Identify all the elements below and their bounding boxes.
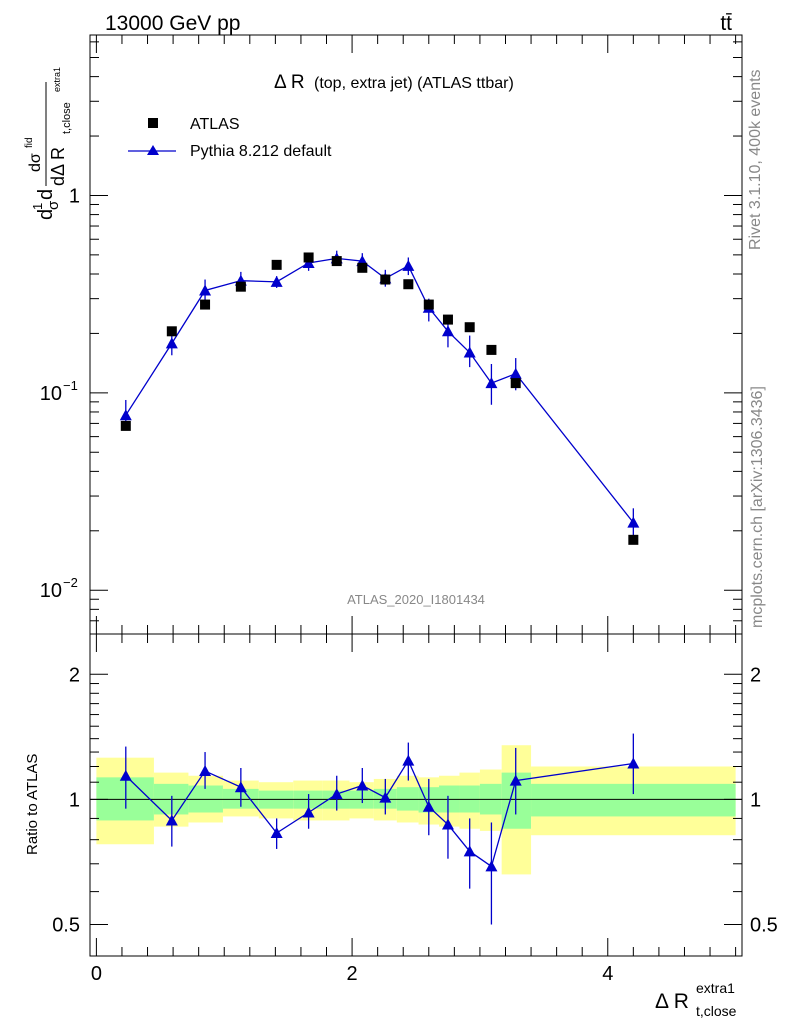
ratio-point [356,779,369,791]
pythia-line [125,257,634,524]
ylabel-d2: d [35,189,57,200]
x-tick-label-0: 0 [91,963,102,985]
atlas-point [303,252,314,263]
ratio-point [119,769,132,781]
atlas-point [120,420,131,431]
ratio-ytick-label-right-0: 0.5 [750,915,778,937]
ylabel-dsigma: dσ [27,153,44,172]
ratio-point [402,754,415,766]
atlas-point [628,534,639,545]
pythia-point [441,325,454,337]
legend: ATLAS Pythia 8.212 default [128,116,332,160]
atlas-point [271,259,282,270]
ratio-point [330,788,343,800]
ratio-point [509,774,522,786]
main-ytick-exp-1: −1 [63,378,78,393]
main-ytick-label-2: 10 [40,580,62,602]
atlas-point [403,279,414,290]
legend-atlas-marker [148,118,158,128]
atlas-point [423,299,434,310]
atlas-point [380,274,391,285]
main-ytick-label-1: 10 [40,383,62,405]
ratio-point [165,814,178,826]
main-axes: 110−110−2 [40,34,743,635]
energy-label: 13000 GeV pp [105,12,240,35]
pythia-point [463,346,476,358]
main-title: Δ R (top, extra jet) (ATLAS ttbar) [274,72,514,93]
process-label: tt̄ [720,12,732,35]
ylabel-tclose: t,close [61,102,73,134]
ratio-ytick-label-left-2: 2 [69,664,80,686]
ratio-pythia-line [125,759,634,868]
ratio-ytick-label-right-2: 2 [750,664,761,686]
legend-atlas-label: ATLAS [190,116,240,133]
atlas-point [166,326,177,337]
atlas-point [442,314,453,325]
analysis-id-label: ATLAS_2020_I1801434 [347,592,485,607]
ratio-uncertainty-bands [96,745,736,875]
pythia-point [270,275,283,287]
atlas-point [331,256,342,267]
pythia-point [509,367,522,379]
main-series [119,250,640,545]
ylabel-fid: fid [24,137,35,148]
ratio-ytick-label-left-1: 1 [69,789,80,811]
main-title-dr: Δ R [274,72,305,93]
xlabel-tclose: t,close [696,1003,737,1019]
atlas-point [357,262,368,273]
ratio-series [119,733,640,925]
atlas-point [486,344,497,355]
ratio-point [302,806,315,818]
atlas-point [510,378,521,389]
pythia-point [627,516,640,528]
ratio-ytick-label-left-0: 0.5 [52,915,80,937]
pythia-point [119,409,132,421]
atlas-point [235,281,246,292]
xlabel-extra1: extra1 [696,980,735,996]
rivet-label: Rivet 3.1.10, 400k events [747,69,764,250]
x-tick-label-2: 4 [602,963,613,985]
pythia-point [165,337,178,349]
ratio-point [199,765,212,777]
main-ylabel: 1 d σ d dσ fid dΔ R t,close extra1 [24,67,73,220]
main-ytick-label-0: 1 [69,185,80,207]
ratio-point [422,800,435,812]
pythia-point [485,377,498,389]
ratio-axes: 0.5 0.5 1 1 2 2 0 2 4 [52,633,778,985]
ratio-point [627,757,640,769]
ratio-frame [89,633,743,957]
x-axis-label: Δ R extra1 t,close [655,980,737,1019]
xlabel-dr: Δ R [655,990,689,1013]
ylabel-d1: d [35,209,57,220]
atlas-point [200,299,211,310]
ratio-point [379,791,392,803]
mcplots-label: mcplots.cern.ch [arXiv:1306.3436] [749,386,766,628]
main-frame [89,34,743,635]
green-band-9 [396,787,419,811]
main-ytick-exp-2: −2 [63,575,78,590]
pythia-point [199,284,212,296]
ylabel-extra1: extra1 [52,67,62,92]
legend-pythia-marker [147,145,159,155]
ratio-ylabel: Ratio to ATLAS [24,754,41,855]
ratio-point [485,860,498,872]
atlas-point [464,322,475,333]
ylabel-num-1: 1 [30,203,45,210]
ratio-point [441,818,454,830]
pythia-point [402,259,415,271]
ratio-point [463,845,476,857]
ylabel-sigma: σ [45,200,62,210]
x-tick-label-1: 2 [347,963,358,985]
main-title-suffix: (top, extra jet) (ATLAS ttbar) [314,75,514,92]
ratio-ytick-label-right-1: 1 [750,789,761,811]
ratio-point [234,781,247,793]
ratio-point [270,827,283,839]
ylabel-dr: dΔ R [48,147,68,186]
legend-pythia-label: Pythia 8.212 default [190,143,332,160]
